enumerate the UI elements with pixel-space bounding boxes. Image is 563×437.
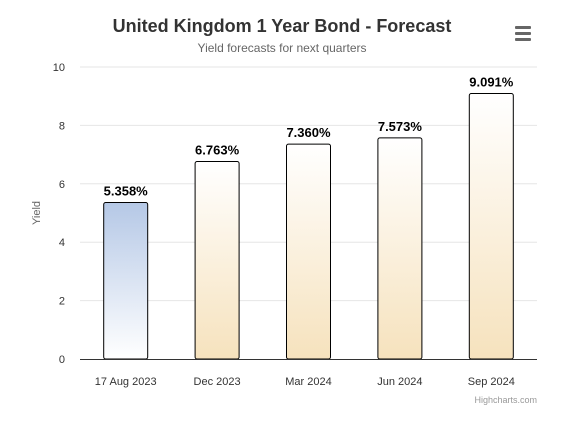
bar-0[interactable] (103, 202, 149, 360)
y-tick-label: 6 (59, 179, 65, 191)
credits-link[interactable]: Highcharts.com (474, 395, 537, 405)
x-tick-label-4: Sep 2024 (468, 376, 515, 388)
data-labels: 5.358% 6.763% 7.360% 7.573% 9.091% (104, 75, 514, 199)
y-axis-title: Yield (31, 201, 43, 225)
bar-2[interactable] (286, 143, 331, 360)
data-label-0: 5.358% (104, 184, 149, 199)
chart-subtitle: Yield forecasts for next quarters (198, 41, 367, 55)
y-tick-label: 8 (59, 120, 65, 132)
hamburger-menu-icon[interactable] (508, 20, 538, 46)
x-tick-label-1: Dec 2023 (194, 376, 241, 388)
y-tick-label: 4 (59, 237, 65, 249)
bar-3[interactable] (377, 137, 423, 360)
chart-title: United Kingdom 1 Year Bond - Forecast (113, 16, 452, 36)
bar-4[interactable] (468, 93, 514, 360)
bars (103, 93, 514, 360)
data-label-1: 6.763% (195, 143, 240, 158)
y-tick-label: 2 (59, 296, 65, 308)
data-label-2: 7.360% (286, 125, 331, 140)
x-tick-label-3: Jun 2024 (377, 376, 422, 388)
data-label-3: 7.573% (378, 119, 423, 134)
y-tick-label: 0 (59, 354, 65, 366)
bar-1[interactable] (194, 161, 240, 360)
x-axis: 17 Aug 2023 Dec 2023 Mar 2024 Jun 2024 Sep 2… (80, 359, 537, 388)
data-label-4: 9.091% (469, 75, 514, 90)
y-tick-label: 10 (53, 62, 65, 74)
x-tick-label-2: Mar 2024 (285, 376, 331, 388)
y-axis: 0 2 4 6 8 10 (53, 62, 65, 366)
x-tick-label-0: 17 Aug 2023 (95, 376, 157, 388)
